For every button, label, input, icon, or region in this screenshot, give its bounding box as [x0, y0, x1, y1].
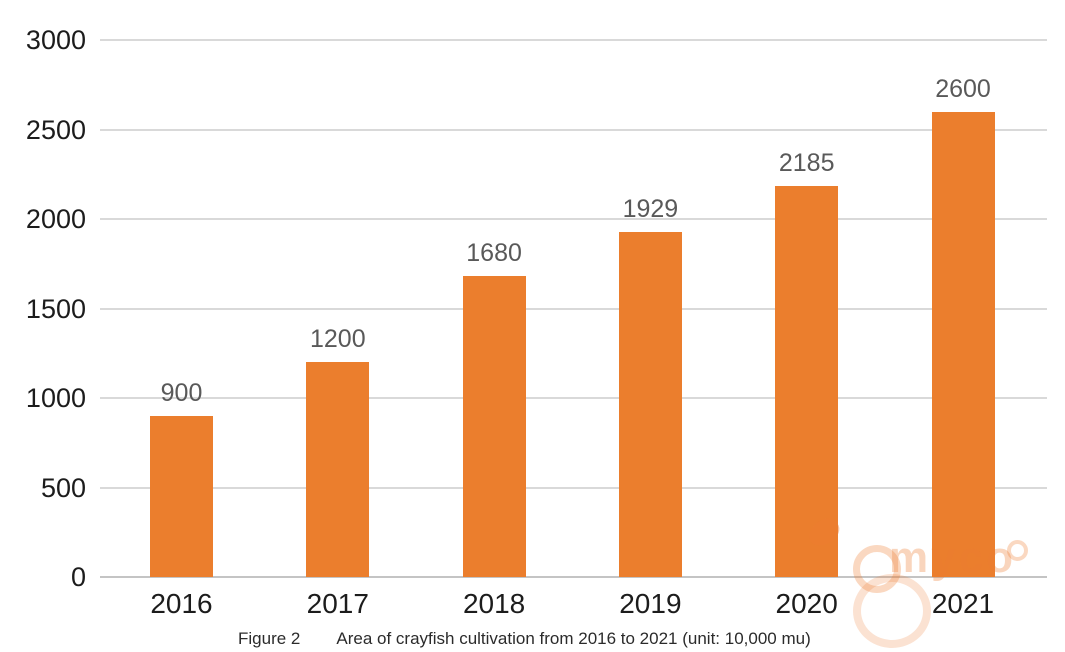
- bar: [618, 231, 682, 577]
- gridline: [100, 128, 1047, 131]
- gridline: [100, 307, 1047, 310]
- y-axis-tick-label: 500: [40, 472, 86, 503]
- bar-value-label: 1200: [309, 325, 366, 354]
- y-axis-tick-label: 2500: [25, 114, 86, 145]
- bar: [462, 276, 526, 577]
- gridline: [100, 486, 1047, 489]
- x-axis-tick-label: 2016: [150, 588, 213, 619]
- x-axis-tick-label: 2020: [775, 588, 838, 619]
- bar-value-label: 1929: [622, 194, 679, 223]
- figure-label: Figure 2: [238, 629, 301, 648]
- x-axis-tick-label: 2018: [462, 588, 526, 619]
- gridline: [100, 218, 1047, 220]
- x-axis-tick-label: 2021: [931, 588, 995, 619]
- bar-value-label: 2185: [778, 148, 835, 177]
- bar-value-label: 2600: [935, 74, 991, 103]
- x-axis-tick-label: 2017: [306, 588, 369, 619]
- y-axis-tick-label: 1000: [25, 383, 86, 413]
- bar-value-label: 900: [160, 378, 203, 407]
- bar: [775, 185, 839, 577]
- chart-caption: Figure 2 Area of crayfish cultivation fr…: [238, 629, 811, 649]
- bar: [931, 111, 995, 577]
- y-axis-tick-label: 1500: [25, 293, 86, 324]
- caption-text: Area of crayfish cultivation from 2016 t…: [336, 629, 811, 648]
- y-axis-tick-label: 2000: [25, 204, 86, 234]
- bar-value-label: 1680: [466, 239, 522, 268]
- y-axis-tick-label: 0: [70, 562, 86, 592]
- bar: [306, 362, 370, 577]
- gridline: [100, 39, 1047, 41]
- bar: [150, 415, 213, 577]
- gridline: [100, 576, 1047, 578]
- y-axis-tick-label: 3000: [25, 25, 86, 55]
- gridline: [100, 397, 1047, 399]
- x-axis-tick-label: 2019: [619, 588, 682, 619]
